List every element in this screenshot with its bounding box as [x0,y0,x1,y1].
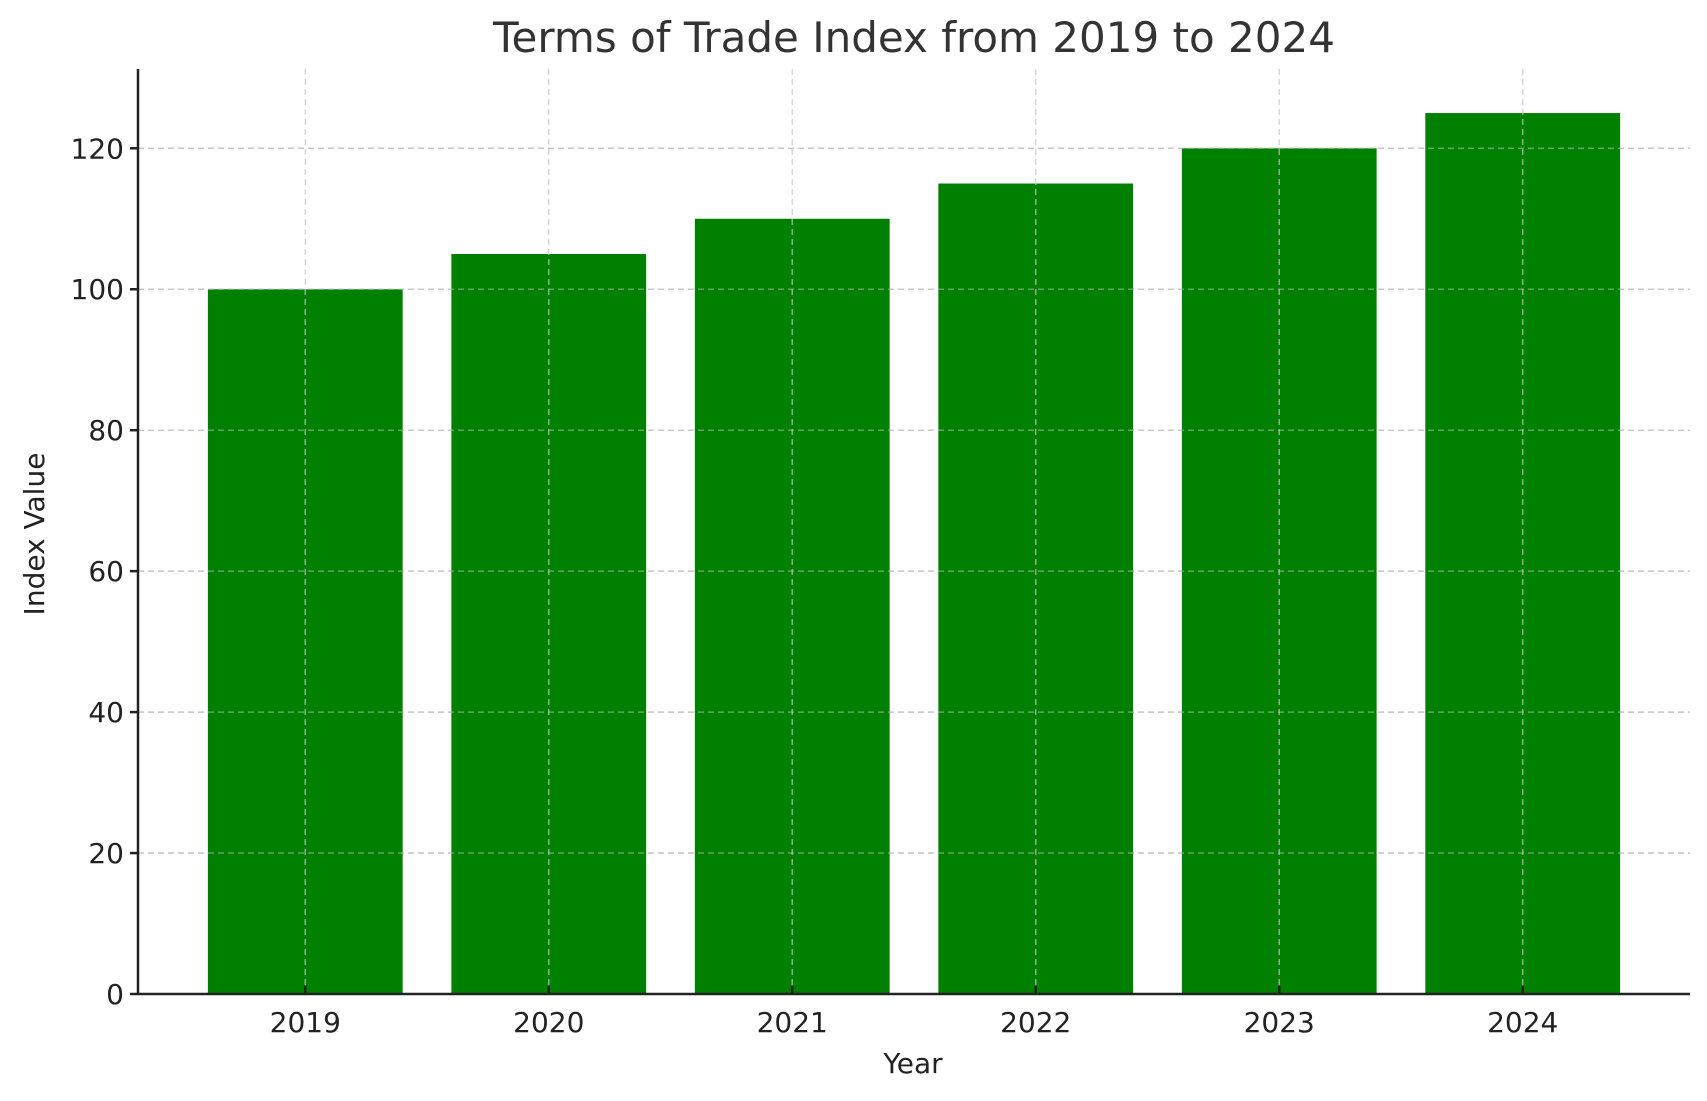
y-tick-label: 60 [88,555,124,588]
bars [207,113,1621,995]
x-axis-label: Year [882,1047,943,1080]
y-axis-label: Index Value [18,453,51,616]
y-tick-label: 100 [71,273,124,306]
bar-2022 [938,183,1134,994]
y-tick-label: 120 [71,132,124,165]
chart-title: Terms of Trade Index from 2019 to 2024 [492,13,1335,62]
x-tick-label: 2022 [1000,1006,1071,1039]
y-tick-label: 80 [88,414,124,447]
axes [136,69,1690,996]
x-tick-label: 2021 [757,1006,828,1039]
x-tick-label: 2019 [270,1006,341,1039]
x-tick-label: 2020 [513,1006,584,1039]
vertical-grid-lines [138,69,1690,994]
x-tick-label: 2024 [1487,1006,1558,1039]
y-tick-label: 0 [106,978,124,1011]
x-tick-label: 2023 [1244,1006,1315,1039]
y-axis-ticks: 0 20 40 60 80 100 120 [71,132,138,1011]
x-axis-ticks: 2019 2020 2021 2022 2023 2024 [270,986,1558,1039]
y-tick-label: 40 [88,696,124,729]
y-tick-label: 20 [88,837,124,870]
bar-2021 [694,218,890,994]
